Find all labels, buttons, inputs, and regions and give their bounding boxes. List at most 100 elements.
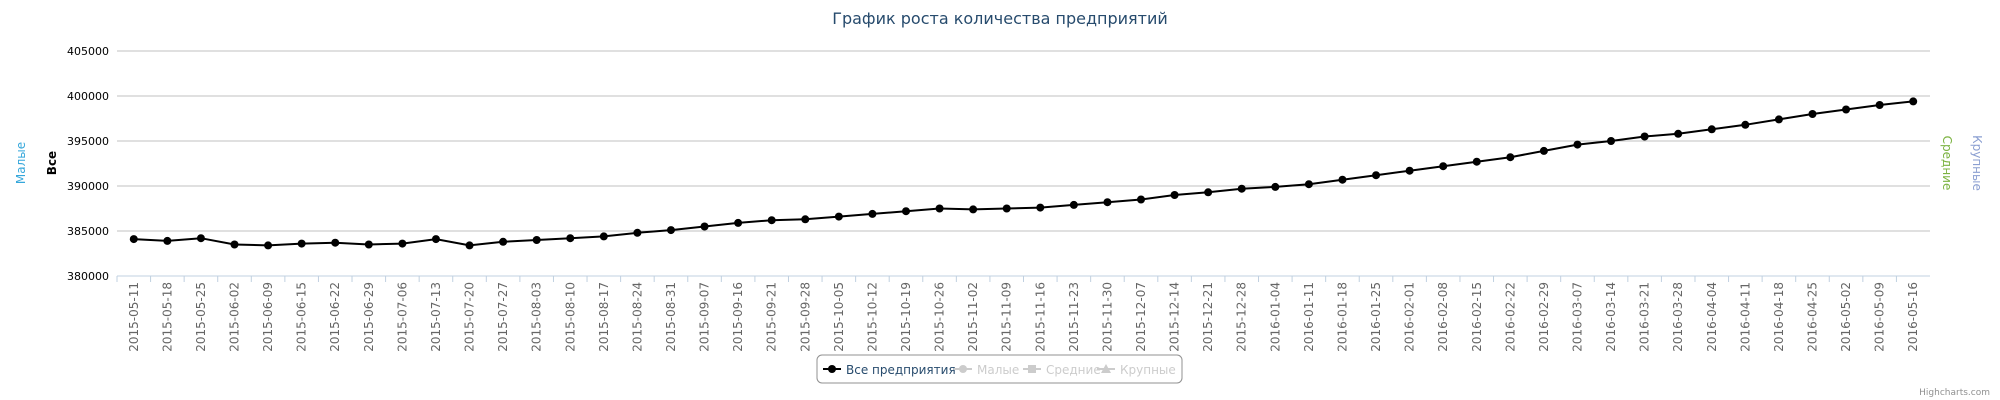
point	[465, 241, 474, 250]
legend-item[interactable]: Все предприятия	[823, 363, 956, 377]
x-tick-label: 2016-02-08	[1436, 282, 1450, 352]
point	[431, 235, 440, 244]
x-tick-label: 2015-08-31	[664, 282, 678, 352]
x-tick-label: 2015-06-09	[261, 282, 275, 352]
point	[1808, 110, 1817, 118]
point	[1674, 129, 1683, 138]
point	[1707, 125, 1716, 134]
axis-title: Малые	[14, 142, 28, 184]
point	[734, 218, 743, 227]
point	[1170, 191, 1179, 199]
point	[801, 215, 810, 224]
point	[1573, 140, 1582, 149]
x-tick-label: 2015-07-27	[496, 282, 510, 352]
point	[1103, 198, 1112, 207]
x-tick-label: 2015-10-12	[865, 282, 879, 352]
x-tick-label: 2016-03-21	[1638, 282, 1652, 352]
legend-item[interactable]: Крупные	[1097, 363, 1176, 377]
point	[1002, 204, 1011, 213]
x-tick-label: 2015-06-22	[328, 282, 342, 352]
x-tick-label: 2016-05-02	[1839, 282, 1853, 352]
point	[1472, 157, 1481, 166]
x-tick-label: 2015-08-10	[563, 282, 577, 352]
point	[767, 216, 776, 225]
point	[566, 234, 575, 243]
point	[969, 205, 978, 214]
x-tick-label: 2016-02-15	[1470, 282, 1484, 352]
point	[1774, 115, 1783, 124]
axis-title: Все	[45, 151, 59, 175]
x-tick-label: 2015-07-20	[463, 282, 477, 352]
x-tick-label: 2016-04-11	[1738, 282, 1752, 352]
credits[interactable]: Highcharts.com	[1919, 388, 1990, 398]
point	[700, 222, 709, 231]
x-tick-label: 2015-06-29	[362, 282, 376, 352]
x-tick-label: 2015-08-17	[597, 282, 611, 352]
x-tick-label: 2015-12-14	[1168, 282, 1182, 352]
point	[532, 236, 541, 244]
x-tick-label: 2015-11-16	[1033, 282, 1047, 352]
x-tick-label: 2015-05-18	[160, 282, 174, 352]
legend-marker	[828, 365, 836, 373]
point	[1304, 180, 1313, 189]
x-tick-label: 2015-10-26	[933, 282, 947, 352]
x-tick-label: 2015-12-21	[1201, 282, 1215, 352]
x-tick-label: 2016-05-16	[1906, 282, 1920, 352]
x-tick-label: 2015-07-13	[429, 282, 443, 352]
point	[1909, 97, 1918, 106]
x-tick-label: 2015-09-21	[765, 282, 779, 352]
y-tick-label: 380000	[67, 270, 109, 283]
y-tick-label: 395000	[67, 135, 109, 148]
point	[1405, 166, 1414, 175]
x-tick-label: 2016-03-14	[1604, 282, 1618, 352]
point	[1506, 153, 1515, 162]
x-tick-label: 2015-10-05	[832, 282, 846, 352]
x-tick-label: 2016-02-22	[1503, 282, 1517, 352]
point	[1372, 171, 1381, 180]
point	[398, 239, 407, 248]
point	[331, 238, 340, 247]
series-line	[133, 100, 1914, 247]
x-tick-label: 2016-01-11	[1302, 282, 1316, 352]
legend-marker	[959, 365, 967, 373]
point	[230, 240, 239, 249]
y-tick-label: 390000	[67, 180, 109, 193]
legend-label: Средние	[1046, 363, 1101, 377]
axis-title: Средние	[1940, 136, 1954, 191]
x-tick-label: 2015-08-24	[630, 282, 644, 352]
x-tick-label: 2015-10-19	[899, 282, 913, 352]
x-tick-label: 2015-09-07	[698, 282, 712, 352]
point	[834, 212, 843, 221]
point	[599, 232, 608, 241]
x-tick-label: 2015-06-02	[228, 282, 242, 352]
legend-label: Все предприятия	[846, 363, 956, 377]
point	[935, 204, 944, 213]
point	[633, 228, 642, 237]
point	[1640, 132, 1649, 141]
chart-title: График роста количества предприятий	[832, 9, 1168, 28]
point	[1036, 203, 1045, 212]
x-tick-label: 2015-11-23	[1067, 282, 1081, 352]
point	[1741, 120, 1750, 129]
x-tick-label: 2015-05-11	[127, 282, 141, 352]
axis-title: Крупные	[1970, 135, 1984, 191]
point	[901, 207, 910, 216]
x-tick-label: 2015-07-06	[395, 282, 409, 352]
point	[297, 239, 306, 248]
point	[1439, 162, 1448, 171]
point	[1271, 182, 1280, 191]
x-tick-label: 2015-11-09	[1000, 282, 1014, 352]
point	[1842, 105, 1851, 114]
point	[1875, 101, 1884, 109]
point	[163, 236, 172, 245]
legend-label: Малые	[977, 363, 1019, 377]
x-tick-label: 2016-04-18	[1772, 282, 1786, 352]
legend-marker	[1101, 364, 1111, 373]
legend-item[interactable]: Средние	[1023, 363, 1101, 377]
x-tick-label: 2015-08-03	[530, 282, 544, 352]
x-tick-label: 2015-11-02	[966, 282, 980, 352]
legend-item[interactable]: Малые	[954, 363, 1019, 377]
point	[868, 209, 877, 218]
x-tick-label: 2015-11-30	[1100, 282, 1114, 352]
